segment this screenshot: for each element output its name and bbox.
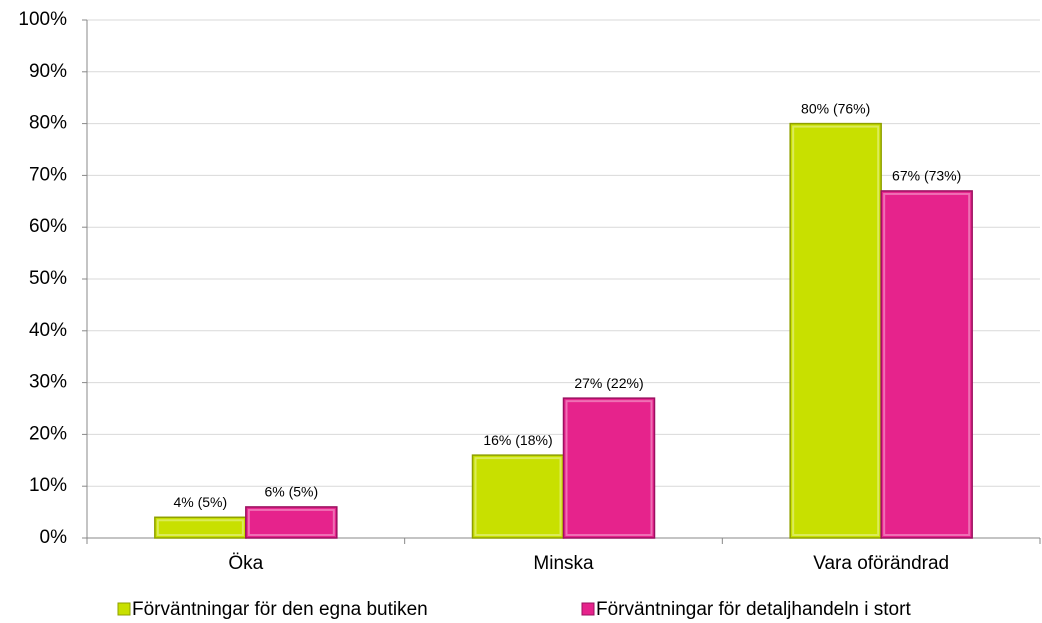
value-label: 67% (73%) bbox=[892, 168, 961, 184]
value-label: 4% (5%) bbox=[173, 494, 227, 510]
bar-highlight bbox=[792, 125, 880, 536]
y-tick-label: 20% bbox=[29, 423, 67, 444]
y-tick-label: 70% bbox=[29, 164, 67, 185]
value-label: 80% (76%) bbox=[801, 100, 870, 116]
y-tick-label: 40% bbox=[29, 320, 67, 341]
legend-label: Förväntningar för detaljhandeln i stort bbox=[596, 599, 911, 620]
bar bbox=[562, 397, 656, 539]
x-tick-label: Vara oförändrad bbox=[813, 553, 949, 574]
y-tick-label: 50% bbox=[29, 268, 67, 289]
bar bbox=[880, 190, 973, 539]
bar-highlight bbox=[156, 519, 244, 537]
y-tick-label: 0% bbox=[40, 527, 68, 548]
legend-swatch bbox=[117, 602, 131, 616]
value-label: 16% (18%) bbox=[483, 432, 552, 448]
legend-swatch bbox=[581, 602, 595, 616]
x-tick-label: Öka bbox=[228, 553, 263, 574]
bar-highlight bbox=[247, 508, 335, 537]
bar bbox=[789, 122, 882, 539]
legend-label: Förväntningar för den egna butiken bbox=[132, 599, 428, 620]
y-tick-label: 90% bbox=[29, 61, 67, 82]
value-label: 27% (22%) bbox=[574, 375, 643, 391]
bar-highlight bbox=[474, 457, 562, 536]
bar-highlight bbox=[565, 400, 653, 537]
value-label: 6% (5%) bbox=[264, 484, 318, 500]
y-tick-label: 30% bbox=[29, 372, 67, 393]
y-tick-label: 10% bbox=[29, 475, 67, 496]
x-tick-label: Minska bbox=[533, 553, 594, 574]
bar bbox=[471, 454, 565, 539]
bar-highlight bbox=[883, 192, 971, 536]
bar bbox=[245, 506, 338, 539]
y-tick-label: 60% bbox=[29, 216, 67, 237]
y-tick-label: 100% bbox=[18, 9, 67, 30]
y-tick-label: 80% bbox=[29, 113, 67, 134]
